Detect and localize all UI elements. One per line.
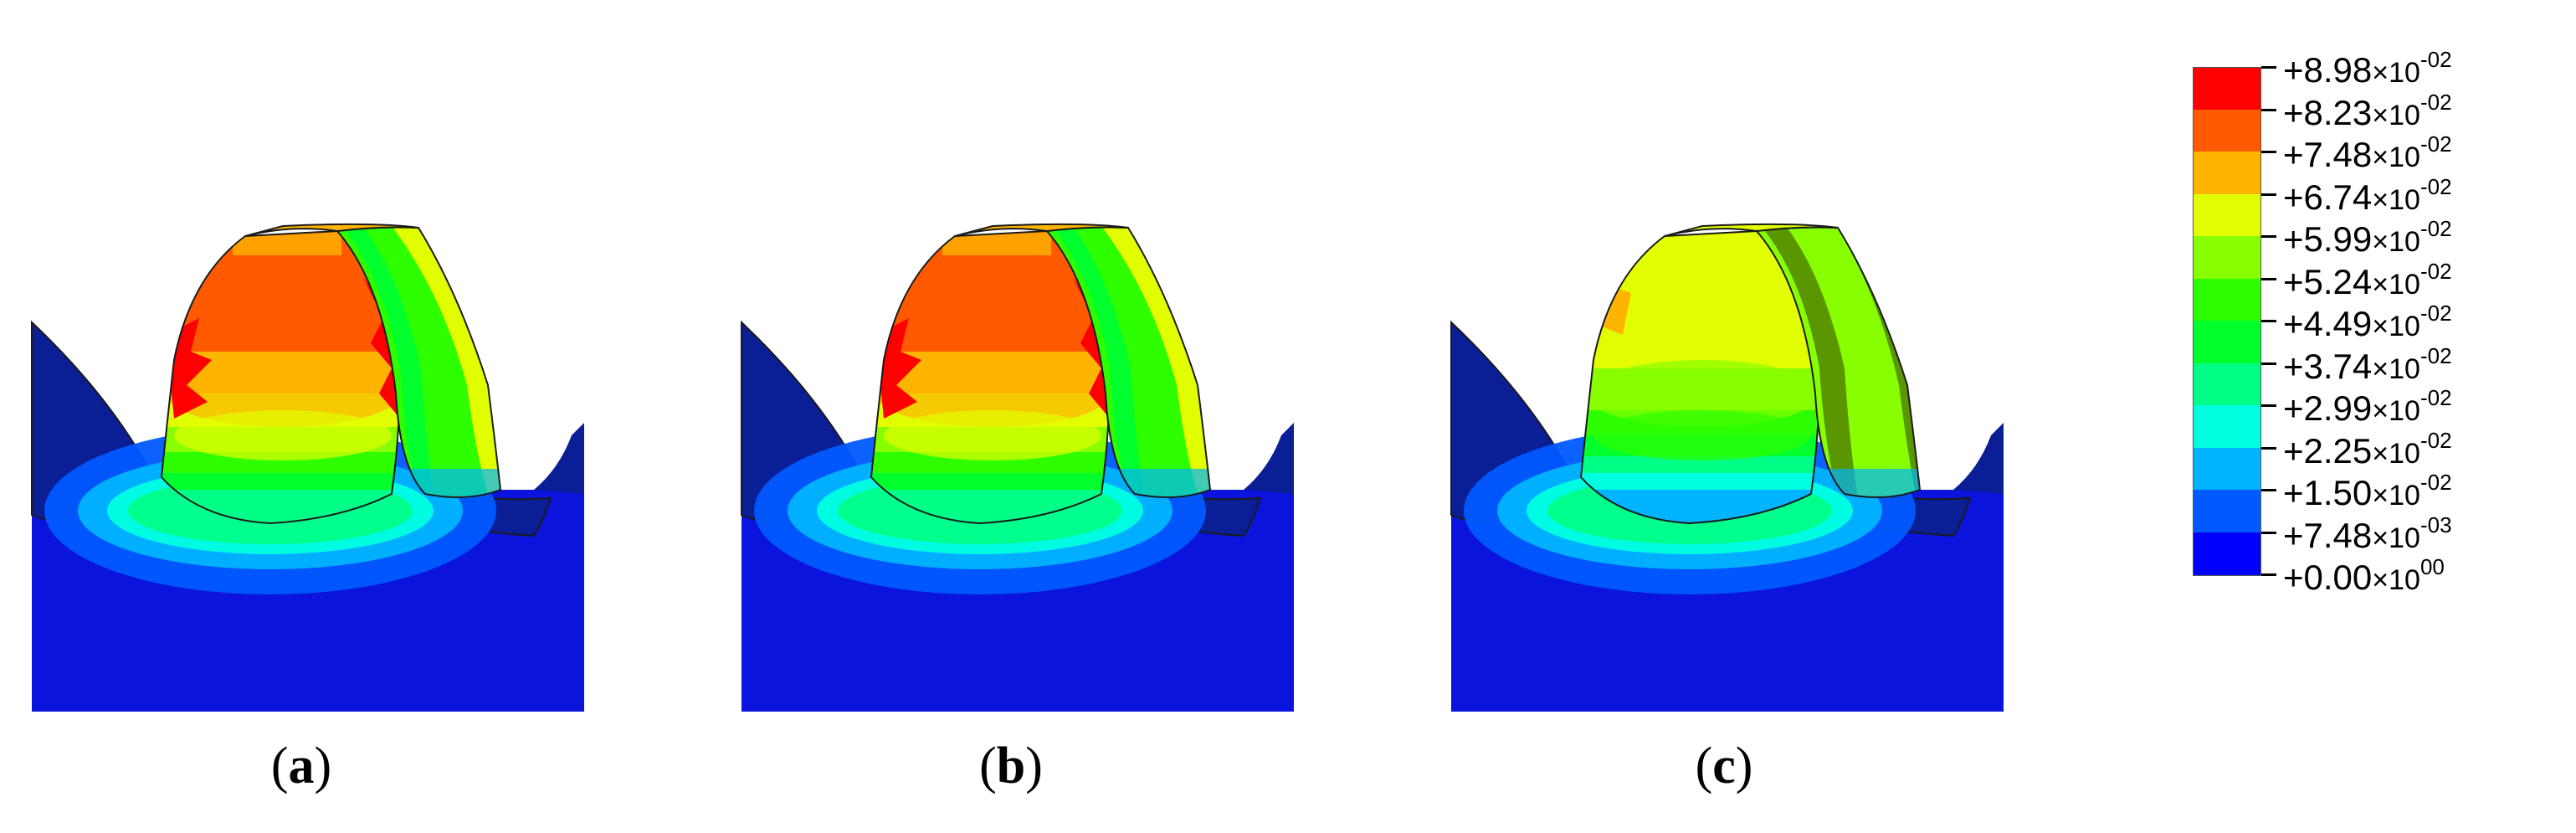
legend-swatch [2193,490,2261,533]
contour-arc [1593,410,1811,460]
legend-swatch [2193,236,2261,280]
panel-c-contour [1450,223,2004,712]
legend-value: +5.24×10-02 [2283,258,2452,301]
legend-tick [2261,235,2276,238]
legend-tick [2261,531,2276,534]
legend-tick [2261,446,2276,450]
right-adjacent-tooth [1244,423,1294,494]
side-outline [336,226,502,498]
legend-swatch [2193,405,2261,449]
side-band [341,227,434,494]
legend-tick [2261,404,2276,407]
contour-arc [174,410,392,460]
legend-swatch [2193,532,2261,575]
legend-tick [2261,573,2276,576]
legend-bar-outline [2193,67,2261,576]
legend-tick [2261,277,2276,280]
legend-value: +1.50×10-02 [2283,470,2452,512]
color-legend: +8.98×10-02 +8.23×10-02 +7.48×10-02 +6.74×1… [2193,49,2561,618]
tooth-front-face [1581,231,1819,523]
legend-value: +8.23×10-02 [2283,89,2452,132]
legend-value: +6.74×10-02 [2283,173,2452,217]
legend-tick [2261,489,2276,491]
high-stress-zone [362,276,400,419]
legend-value: +4.49×10-02 [2283,301,2452,343]
high-stress-zone [1072,276,1110,419]
legend-swatch [2193,152,2261,195]
contour-arc [884,410,1101,460]
legend-swatch [2193,363,2261,406]
legend-value: +7.48×10-03 [2283,512,2452,555]
right-adjacent-tooth [1953,423,2004,494]
legend-swatch [2193,278,2261,321]
side-outline [1755,226,1922,498]
legend-value: +5.99×10-02 [2283,216,2452,259]
legend-tick [2261,320,2276,322]
legend-value: +2.99×10-02 [2283,385,2452,428]
legend-tick [2261,193,2276,196]
tooth-top-face [954,223,1129,237]
contour-arc [1585,360,1819,427]
tooth-top-face [244,223,419,237]
right-adjacent-tooth [534,423,584,494]
panel-label-a: (a) [270,738,332,794]
side-band [1051,227,1143,494]
legend-value: +8.98×10-02 [2283,47,2452,90]
side-outline [1045,226,1212,498]
legend-tick [2261,362,2276,365]
panel-a-contour [31,223,584,712]
legend-value: +2.25×10-02 [2283,427,2452,470]
legend-swatch [2193,447,2261,491]
contour-arc [166,360,400,427]
side-band [1761,227,1857,494]
legend-value: +3.74×10-02 [2283,342,2452,386]
legend-swatch [2193,67,2261,111]
panel-label-b: (b) [979,738,1043,794]
legend-swatch [2193,193,2261,237]
legend-value: +0.00×1000 [2283,554,2445,597]
legend-value: +7.48×10-02 [2283,131,2452,174]
panel-b-contour [741,223,1294,712]
legend-tick [2261,151,2276,153]
tooth-top-face [1664,223,1839,237]
panel-label-c: (c) [1695,738,1753,794]
legend-tick [2261,66,2276,69]
legend-swatch [2193,109,2261,152]
contour-arc [875,360,1110,427]
legend-tick [2261,108,2276,111]
legend-swatch [2193,321,2261,364]
